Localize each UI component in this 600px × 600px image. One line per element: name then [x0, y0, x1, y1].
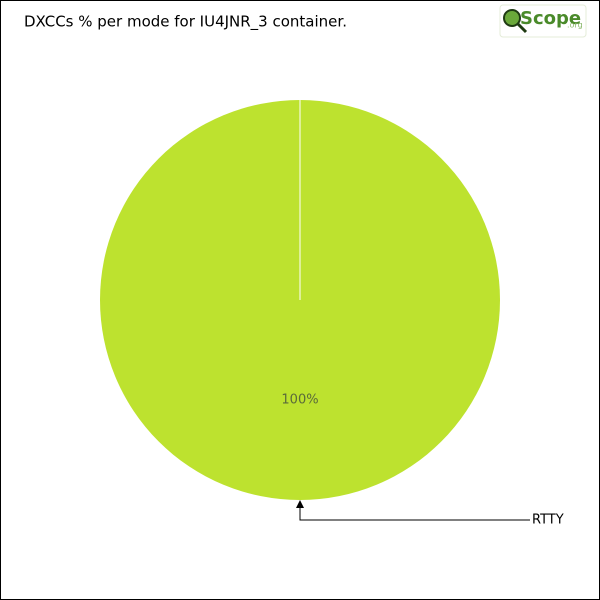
callout-line	[299, 506, 530, 521]
logo: Scope .org	[499, 4, 587, 38]
callout-arrow	[296, 500, 304, 508]
value-label: 100%	[281, 393, 318, 408]
logo-icon	[503, 9, 521, 27]
chart-title: DXCCs % per mode for IU4JNR_3 container.	[24, 13, 347, 32]
logo-text: Scope	[520, 8, 581, 29]
logo-handle	[516, 22, 528, 34]
logo-suffix: .org	[567, 21, 583, 30]
category-label: RTTY	[532, 513, 564, 528]
